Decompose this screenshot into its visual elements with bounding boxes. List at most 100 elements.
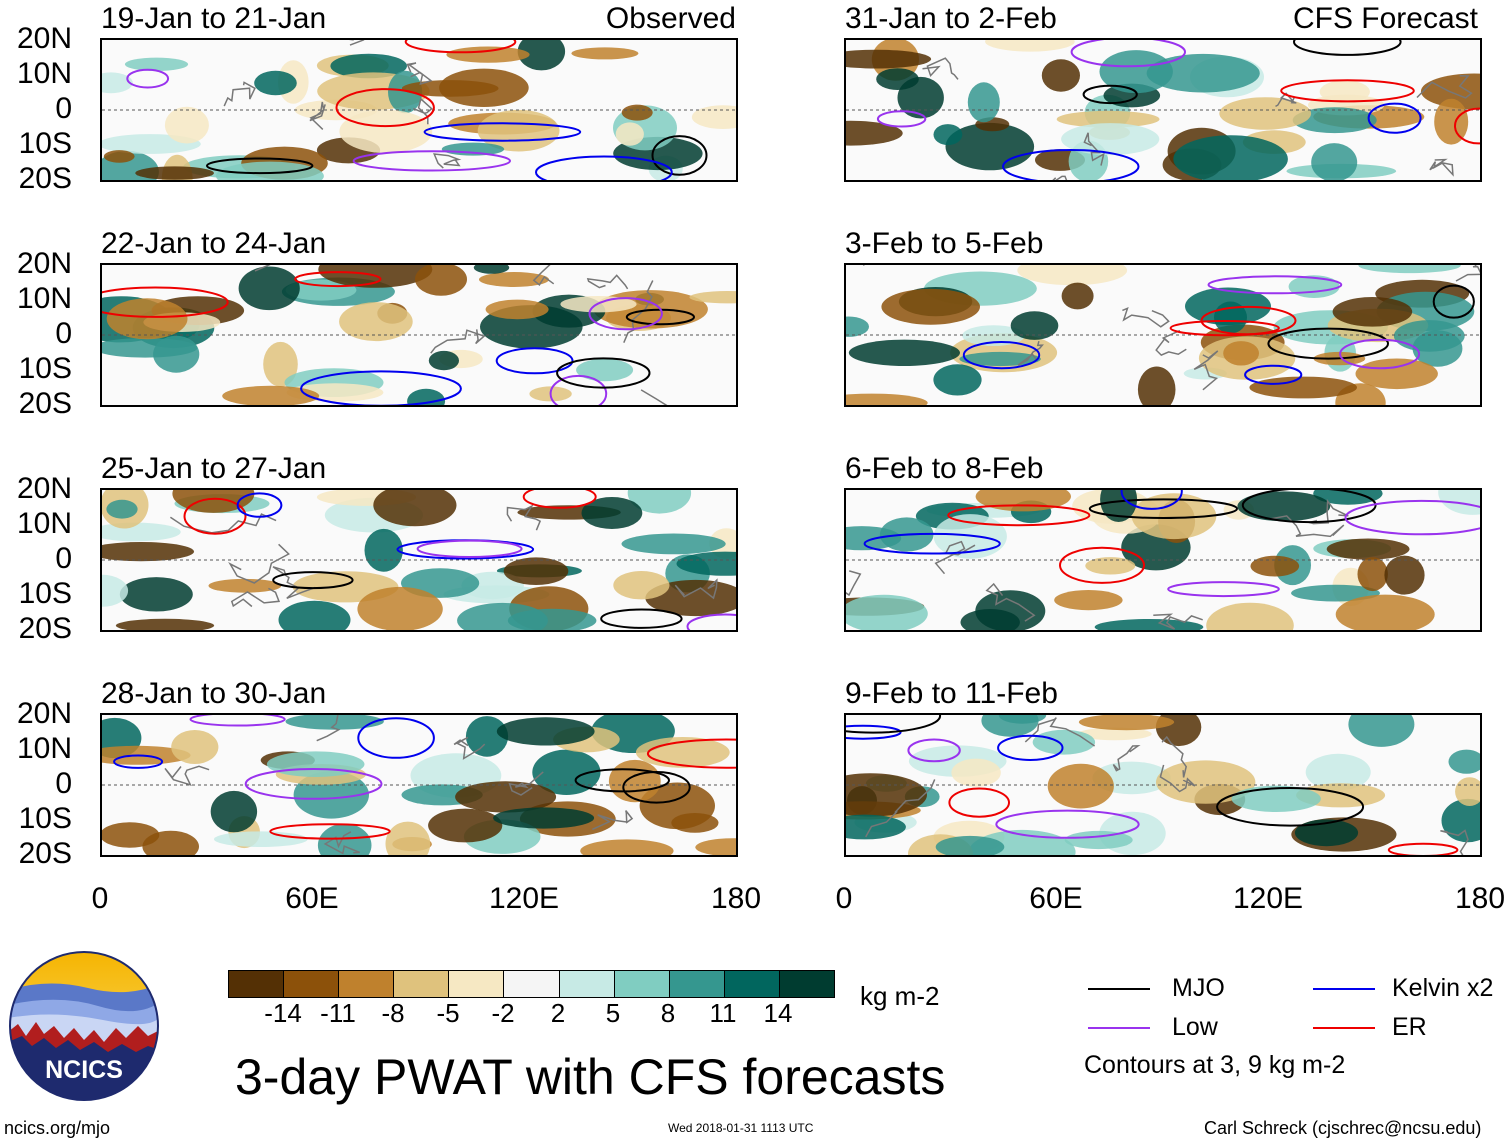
- map-panel-left-3: [100, 488, 738, 632]
- pwat-anomaly-blob: [695, 838, 736, 855]
- wave-contour: [574, 768, 670, 793]
- wave-contour: [522, 490, 597, 509]
- footer-timestamp: Wed 2018-01-31 1113 UTC: [668, 1121, 814, 1135]
- wave-contour: [113, 754, 164, 769]
- pwat-anomaly-blob: [517, 40, 566, 71]
- pwat-anomaly-blob: [1017, 265, 1128, 286]
- pwat-anomaly-blob: [135, 166, 214, 180]
- lon-label-0-right: 0: [835, 882, 853, 915]
- pwat-anomaly-blob: [951, 758, 1001, 787]
- pwat-anomaly-blob: [214, 831, 308, 847]
- colorbar-cell: [668, 971, 724, 997]
- colorbar-units: kg m-2: [860, 981, 940, 1011]
- pwat-anomaly-blob: [1078, 715, 1175, 731]
- pwat-anomaly-blob: [339, 109, 433, 153]
- wave-contour: [876, 110, 927, 128]
- wave-contour: [300, 370, 462, 405]
- coastline: [922, 57, 959, 80]
- coastline: [316, 715, 341, 742]
- pwat-anomaly-blob: [330, 53, 407, 79]
- colorbar-cell: [338, 971, 394, 997]
- pwat-anomaly-blob: [210, 790, 258, 833]
- lon-label-60e-right: 60E: [1029, 882, 1083, 915]
- pwat-anomaly-blob: [428, 808, 503, 843]
- pwat-anomaly-blob: [1355, 358, 1438, 390]
- coastline: [623, 280, 654, 343]
- footer-url: ncics.org/mjo: [4, 1118, 111, 1138]
- pwat-anomaly-blob: [846, 814, 906, 840]
- panel-title-left-4: 28-Jan to 30-Jan: [101, 677, 327, 710]
- pwat-anomaly-blob: [846, 773, 927, 817]
- pwat-anomaly-blob: [1056, 110, 1160, 128]
- colorbar-cell: [723, 971, 779, 997]
- pwat-anomaly-blob: [532, 749, 601, 795]
- pwat-anomaly-blob: [1061, 282, 1094, 310]
- pwat-anomaly-blob: [1010, 311, 1059, 340]
- pwat-anomaly-blob: [215, 161, 324, 180]
- pwat-anomaly-blob: [1335, 594, 1435, 630]
- pwat-anomaly-blob: [962, 325, 1025, 346]
- pwat-anomaly-blob: [1219, 97, 1312, 130]
- pwat-anomaly-blob: [676, 551, 736, 576]
- pwat-anomaly-blob: [615, 122, 644, 146]
- pwat-anomaly-blob: [1313, 490, 1383, 505]
- pwat-anomaly-blob: [1294, 819, 1359, 847]
- pwat-anomaly-blob: [975, 590, 1046, 630]
- pwat-anomaly-blob: [876, 68, 919, 90]
- coastline: [863, 265, 865, 266]
- pwat-anomaly-blob: [1237, 491, 1331, 522]
- colorbar-cell: [229, 971, 284, 997]
- coastline: [1159, 764, 1196, 793]
- pwat-anomaly-blob: [621, 104, 653, 121]
- coastline: [586, 274, 629, 290]
- pwat-anomaly-blob: [106, 298, 188, 340]
- wave-contour: [948, 787, 1010, 818]
- coastline: [865, 779, 936, 838]
- lat-label-row1-4: 20S: [18, 162, 72, 195]
- pwat-anomaly-blob: [1146, 53, 1260, 93]
- pwat-anomaly-blob: [1137, 366, 1176, 405]
- pwat-anomaly-blob: [1441, 798, 1480, 843]
- wave-contour: [1280, 79, 1415, 103]
- colorbar-cell: [283, 971, 339, 997]
- colorbar-tick-label: 8: [660, 998, 676, 1028]
- pwat-anomaly-blob: [415, 265, 467, 296]
- map-panel-left-1: [100, 38, 738, 182]
- pwat-anomaly-blob: [1077, 727, 1152, 741]
- coastline: [1161, 735, 1188, 778]
- lat-label-row1-3: 10S: [18, 127, 72, 160]
- pwat-anomaly-blob: [1047, 763, 1114, 809]
- wave-contour: [549, 374, 608, 405]
- wave-contour: [535, 155, 673, 180]
- pwat-anomaly-blob: [1064, 830, 1133, 850]
- wave-contour: [1088, 498, 1238, 520]
- wave-contour: [947, 504, 1091, 527]
- coastline: [1024, 717, 1096, 747]
- pwat-anomaly-blob: [1223, 341, 1259, 366]
- lat-label-row2-1: 10N: [16, 282, 72, 315]
- pwat-anomaly-blob: [479, 272, 549, 287]
- pwat-anomaly-blob: [671, 813, 719, 833]
- pwat-anomaly-blob: [285, 715, 384, 730]
- coastline: [508, 771, 544, 796]
- legend-contour-note: Contours at 3, 9 kg m-2: [1084, 1051, 1346, 1079]
- wave-contour: [1339, 338, 1421, 370]
- wave-contour: [352, 150, 511, 172]
- lat-label-row4-0: 20N: [16, 697, 72, 730]
- pwat-anomaly-blob: [473, 265, 510, 274]
- lat-label-row1-2: 0: [55, 92, 72, 125]
- logo-text: NCICS: [45, 1056, 123, 1084]
- coastline: [230, 587, 281, 608]
- coastline: [1153, 613, 1203, 630]
- legend-label-mjo: MJO: [1172, 974, 1225, 1002]
- wave-contour: [1216, 787, 1365, 827]
- coastline: [1083, 132, 1105, 166]
- wave-contour: [102, 286, 229, 318]
- colorbar-tick-label: -11: [320, 998, 356, 1028]
- lat-label-row2-2: 0: [55, 317, 72, 350]
- wave-contour: [651, 135, 708, 176]
- pwat-anomaly-blob: [1357, 557, 1388, 592]
- wave-contour: [294, 271, 382, 288]
- wave-contour: [1002, 149, 1140, 180]
- colorbar-cell: [778, 971, 835, 997]
